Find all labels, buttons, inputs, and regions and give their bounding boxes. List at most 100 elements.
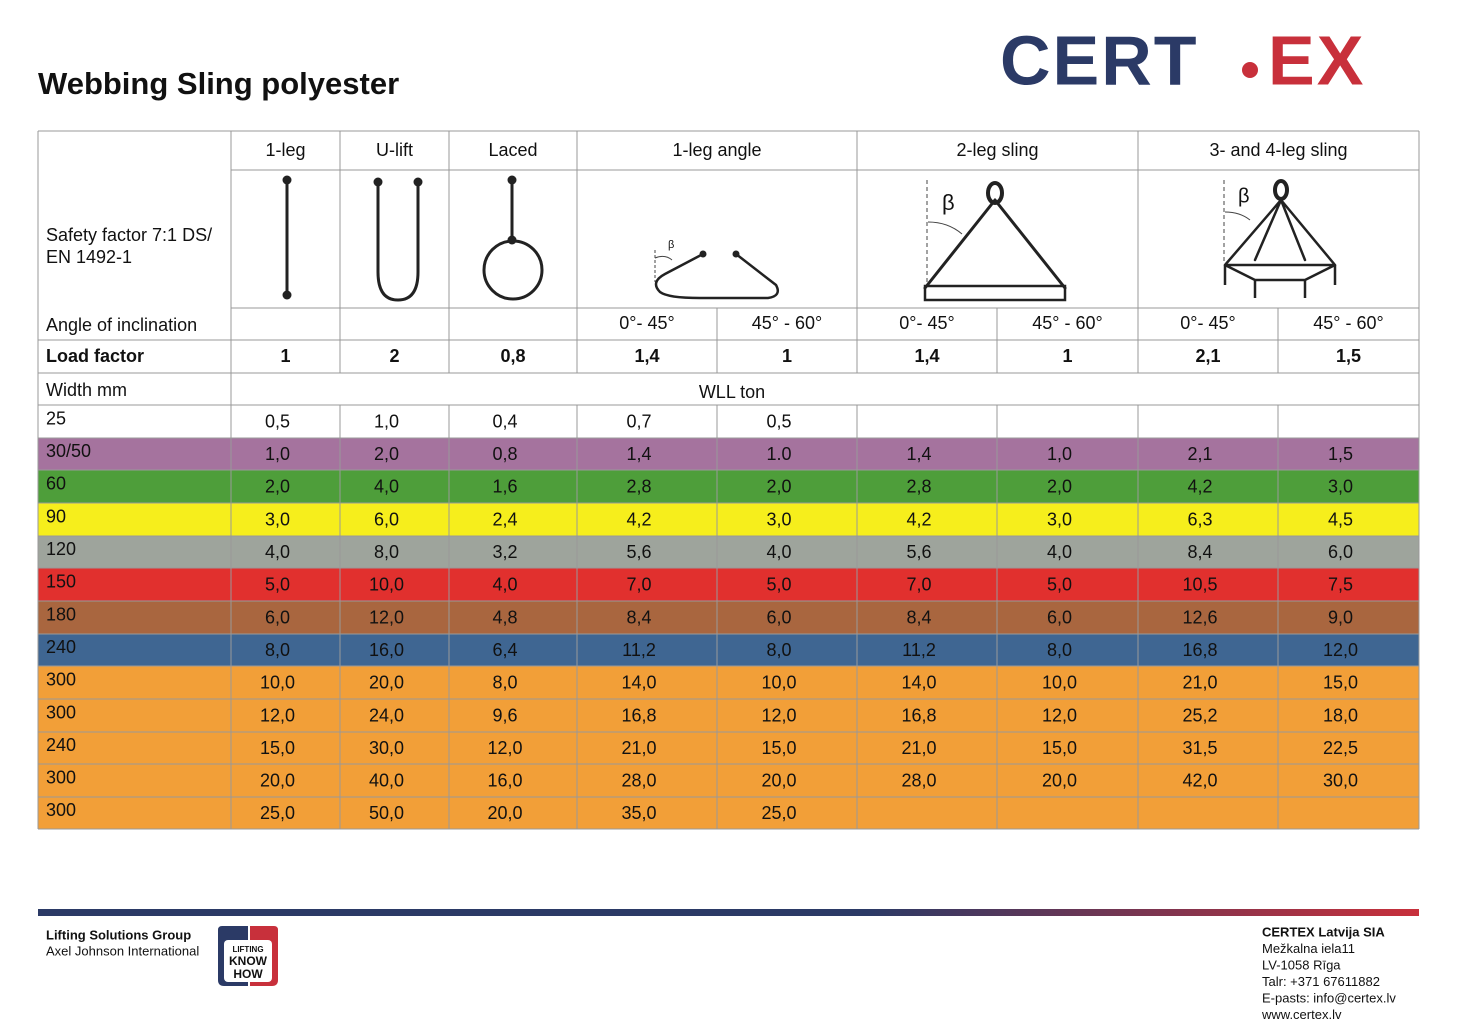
width-cell: 120 <box>46 539 76 559</box>
wll-cell: 1,0 <box>265 444 290 464</box>
row-fill <box>38 699 1419 732</box>
wll-cell: 6,0 <box>1047 607 1072 627</box>
wll-cell: 11,2 <box>622 640 656 660</box>
wll-cell: 3,0 <box>766 509 791 529</box>
safety-factor: EN 1492-1 <box>46 247 132 267</box>
wll-cell: 22,5 <box>1323 738 1358 758</box>
wll-cell: 12,0 <box>260 705 295 725</box>
logo-dot <box>1242 62 1258 78</box>
wll-cell: 12,0 <box>761 705 796 725</box>
wll-cell: 4,0 <box>492 574 517 594</box>
column-header: 3- and 4-leg sling <box>1209 140 1347 160</box>
load-factor: 2 <box>389 346 399 366</box>
wll-cell: 12,0 <box>1042 705 1077 725</box>
wll-cell: 5,0 <box>1047 574 1072 594</box>
wll-cell: 16,8 <box>1182 640 1217 660</box>
wll-cell: 2,0 <box>1047 476 1072 496</box>
wll-cell: 12,0 <box>1323 640 1358 660</box>
logo-right: EX <box>1268 21 1365 99</box>
width-cell: 180 <box>46 604 76 624</box>
wll-cell: 10,0 <box>369 574 404 594</box>
wll-cell: 8,4 <box>1187 542 1212 562</box>
wll-cell: 25,2 <box>1182 705 1217 725</box>
wll-cell: 2,0 <box>766 476 791 496</box>
angle-label: Angle of inclination <box>46 315 197 335</box>
wll-cell: 10,5 <box>1182 574 1217 594</box>
column-header: Laced <box>488 140 537 160</box>
wll-cell: 4,2 <box>906 509 931 529</box>
wll-cell: 15,0 <box>1323 672 1358 692</box>
wll-cell: 4,0 <box>265 542 290 562</box>
wll-cell: 12,0 <box>369 607 404 627</box>
wll-cell: 14,0 <box>901 672 936 692</box>
load-factor: 1,4 <box>914 346 939 366</box>
wll-cell: 8,0 <box>492 672 517 692</box>
logo-left: CERT <box>1000 21 1199 99</box>
wll-cell: 10,0 <box>260 672 295 692</box>
address-line: E-pasts: info@certex.lv <box>1262 990 1396 1005</box>
footer-bar <box>38 909 1419 916</box>
table-lines <box>37 130 1420 830</box>
width-cell: 300 <box>46 702 76 722</box>
wll-cell: 0,5 <box>766 411 791 431</box>
wll-cell: 5,6 <box>626 542 651 562</box>
wll-cell: 21,0 <box>621 738 656 758</box>
angle: 0°- 45° <box>619 313 674 333</box>
footer-group: Lifting Solutions Group <box>46 927 191 942</box>
wll-cell: 3,0 <box>1328 476 1353 496</box>
badge-text: KNOW <box>229 954 268 968</box>
wll-cell: 0,7 <box>626 411 651 431</box>
row-fill <box>38 601 1419 634</box>
wll-cell: 5,6 <box>906 542 931 562</box>
address-line: Mežkalna iela11 <box>1262 941 1355 956</box>
address-line: www.certex.lv <box>1261 1007 1342 1022</box>
wll-cell: 2,4 <box>492 509 517 529</box>
angle: 45° - 60° <box>752 313 822 333</box>
column-header: 1-leg <box>265 140 305 160</box>
load-factor: 1 <box>1062 346 1072 366</box>
wll-cell: 25,0 <box>260 803 295 823</box>
wll-cell: 0,4 <box>492 411 517 431</box>
row-fill <box>38 666 1419 699</box>
wll-cell: 10,0 <box>1042 672 1077 692</box>
wll-cell: 7,0 <box>626 574 651 594</box>
angle: 45° - 60° <box>1032 313 1102 333</box>
wll-cell: 4,2 <box>626 509 651 529</box>
wll-cell: 6,3 <box>1187 509 1212 529</box>
wll-cell: 6,0 <box>1328 542 1353 562</box>
row-fill <box>38 732 1419 764</box>
row-fill <box>38 470 1419 503</box>
wll-cell: 11,2 <box>902 640 936 660</box>
wll-cell: 8,0 <box>1047 640 1072 660</box>
wll-cell: 4,0 <box>1047 542 1072 562</box>
wll-cell: 18,0 <box>1323 705 1358 725</box>
load-factor: 2,1 <box>1195 346 1220 366</box>
wll-cell: 8,4 <box>626 607 651 627</box>
width-cell: 300 <box>46 800 76 820</box>
wll-cell: 16,0 <box>487 770 522 790</box>
wll-cell: 16,8 <box>901 705 936 725</box>
safety-factor: Safety factor 7:1 DS/ <box>46 225 212 245</box>
column-header: U-lift <box>376 140 413 160</box>
width-label: Width mm <box>46 380 127 400</box>
wll-cell: 9,0 <box>1328 607 1353 627</box>
wll-cell: 12,6 <box>1182 607 1217 627</box>
column-header: 2-leg sling <box>956 140 1038 160</box>
wll-cell: 4,0 <box>766 542 791 562</box>
table-body: Safety factor 7:1 DS/EN 1492-1 Angle of i… <box>38 140 1419 829</box>
wll-cell: 20,0 <box>369 672 404 692</box>
wll-cell: 21,0 <box>901 738 936 758</box>
wll-cell: 16,0 <box>369 640 404 660</box>
wll-cell: 14,0 <box>621 672 656 692</box>
row-fill <box>38 503 1419 536</box>
wll-cell: 0,8 <box>492 444 517 464</box>
wll-cell: 4,8 <box>492 607 517 627</box>
angle: 45° - 60° <box>1313 313 1383 333</box>
load-factor: 0,8 <box>500 346 525 366</box>
wll-cell: 7,0 <box>906 574 931 594</box>
width-cell: 30/50 <box>46 441 91 461</box>
load-factor: 1,4 <box>634 346 659 366</box>
wll-cell: 2,0 <box>265 476 290 496</box>
wll-cell: 4,5 <box>1328 509 1353 529</box>
